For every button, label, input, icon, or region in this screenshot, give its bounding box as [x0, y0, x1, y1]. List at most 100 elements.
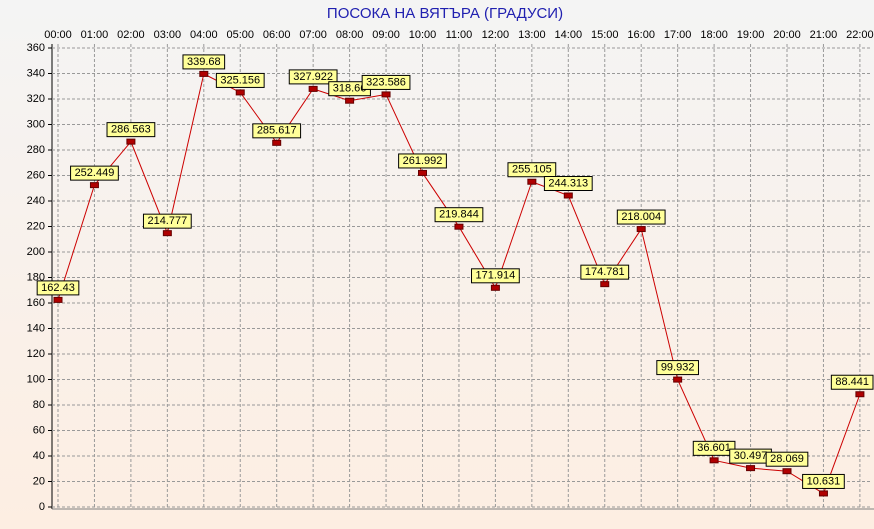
value-label-text: 30.497 [734, 450, 768, 462]
x-tick-label: 17:00 [664, 29, 692, 41]
x-tick-label: 05:00 [226, 29, 254, 41]
value-label: 318.66 [328, 81, 371, 97]
value-label-text: 285.617 [257, 125, 297, 137]
value-label-text: 255.105 [512, 164, 552, 176]
value-label: 323.586 [361, 74, 411, 90]
value-label: 285.617 [252, 123, 302, 139]
x-tick-label: 22:00 [846, 29, 874, 41]
y-tick-label: 360 [27, 42, 45, 54]
x-tick-label: 06:00 [263, 29, 291, 41]
value-label-box [656, 360, 699, 376]
y-tick-label: 100 [27, 373, 45, 385]
x-tick-label: 10:00 [409, 29, 437, 41]
y-tick-label: 320 [27, 93, 45, 105]
value-label-text: 325.156 [220, 74, 260, 86]
value-label-box [830, 374, 874, 390]
value-label-box [252, 123, 302, 139]
value-label-text: 219.844 [439, 209, 479, 221]
value-label: 244.313 [543, 176, 593, 192]
value-label-text: 323.586 [366, 76, 406, 88]
point-marker [454, 223, 464, 230]
y-tick-label: 140 [27, 322, 45, 334]
value-label-text: 171.914 [476, 270, 516, 282]
value-label-text: 261.992 [403, 155, 443, 167]
y-tick-label: 160 [27, 297, 45, 309]
x-tick-label: 12:00 [482, 29, 510, 41]
chart-title: ПОСОКА НА ВЯТЪРА (ГРАДУСИ) [327, 5, 563, 22]
point-marker [235, 89, 245, 96]
value-label-text: 318.66 [333, 83, 367, 95]
x-tick-label: 19:00 [737, 29, 765, 41]
value-label: 219.844 [434, 207, 484, 223]
y-tick-label: 280 [27, 144, 45, 156]
y-tick-label: 80 [33, 399, 45, 411]
value-label-text: 339.68 [187, 56, 221, 68]
x-tick-label: 20:00 [773, 29, 801, 41]
value-label-box [471, 268, 520, 284]
value-label: 261.992 [398, 153, 447, 169]
value-label-box [507, 162, 557, 178]
x-tick-label: 15:00 [591, 29, 619, 41]
point-marker [272, 139, 282, 146]
point-marker [636, 226, 646, 233]
point-marker [308, 85, 318, 92]
point-marker [418, 169, 427, 176]
y-tick-label: 40 [33, 450, 45, 462]
point-marker [345, 97, 355, 104]
value-label-text: 286.563 [111, 124, 151, 136]
x-tick-label: 11:00 [446, 29, 473, 41]
value-label-box [616, 209, 666, 225]
point-marker [563, 192, 573, 199]
value-label-text: 244.313 [548, 177, 588, 189]
x-tick-label: 14:00 [555, 29, 583, 41]
point-marker [53, 296, 63, 303]
y-tick-label: 220 [27, 220, 45, 232]
value-label-text: 99.932 [661, 361, 695, 373]
x-tick-label: 08:00 [336, 29, 364, 41]
x-tick-label: 21:00 [810, 29, 838, 41]
x-tick-label: 18:00 [700, 29, 728, 41]
value-label: 171.914 [471, 268, 520, 284]
value-label: 10.631 [802, 473, 845, 489]
value-label-text: 252.449 [75, 167, 115, 179]
point-marker [673, 376, 683, 383]
value-label-box [692, 440, 736, 456]
value-label: 327.922 [288, 69, 338, 85]
y-tick-label: 200 [27, 246, 45, 258]
value-label: 218.004 [616, 209, 666, 225]
point-marker [381, 91, 391, 98]
point-marker [746, 465, 756, 472]
value-label: 255.105 [507, 162, 557, 178]
value-label: 286.563 [106, 122, 156, 138]
value-label-box [434, 207, 484, 223]
value-label-box [182, 54, 226, 70]
point-marker [782, 468, 792, 475]
point-marker [527, 178, 537, 185]
value-label: 325.156 [215, 72, 265, 88]
value-label: 99.932 [656, 360, 699, 376]
x-tick-label: 02:00 [117, 29, 145, 41]
value-label-text: 214.777 [147, 215, 187, 227]
x-tick-label: 09:00 [372, 29, 400, 41]
y-tick-label: 260 [27, 169, 45, 181]
y-tick-label: 20 [33, 475, 45, 487]
value-label-text: 174.781 [585, 266, 625, 278]
value-label: 36.601 [692, 440, 736, 456]
value-label: 214.777 [142, 213, 192, 229]
y-tick-label: 240 [27, 195, 45, 207]
value-label-box [802, 473, 845, 489]
value-label-box [70, 165, 119, 181]
x-tick-label: 04:00 [190, 29, 218, 41]
value-label-box [215, 72, 265, 88]
x-tick-label: 01:00 [81, 29, 109, 41]
value-label: 339.68 [182, 54, 226, 70]
point-marker [126, 138, 136, 145]
value-label: 88.441 [830, 374, 874, 390]
y-tick-label: 300 [27, 118, 45, 130]
point-marker [490, 284, 500, 291]
value-label-box [36, 280, 80, 296]
y-tick-label: 120 [27, 348, 45, 360]
value-label: 30.497 [729, 448, 772, 464]
point-marker [709, 457, 719, 464]
